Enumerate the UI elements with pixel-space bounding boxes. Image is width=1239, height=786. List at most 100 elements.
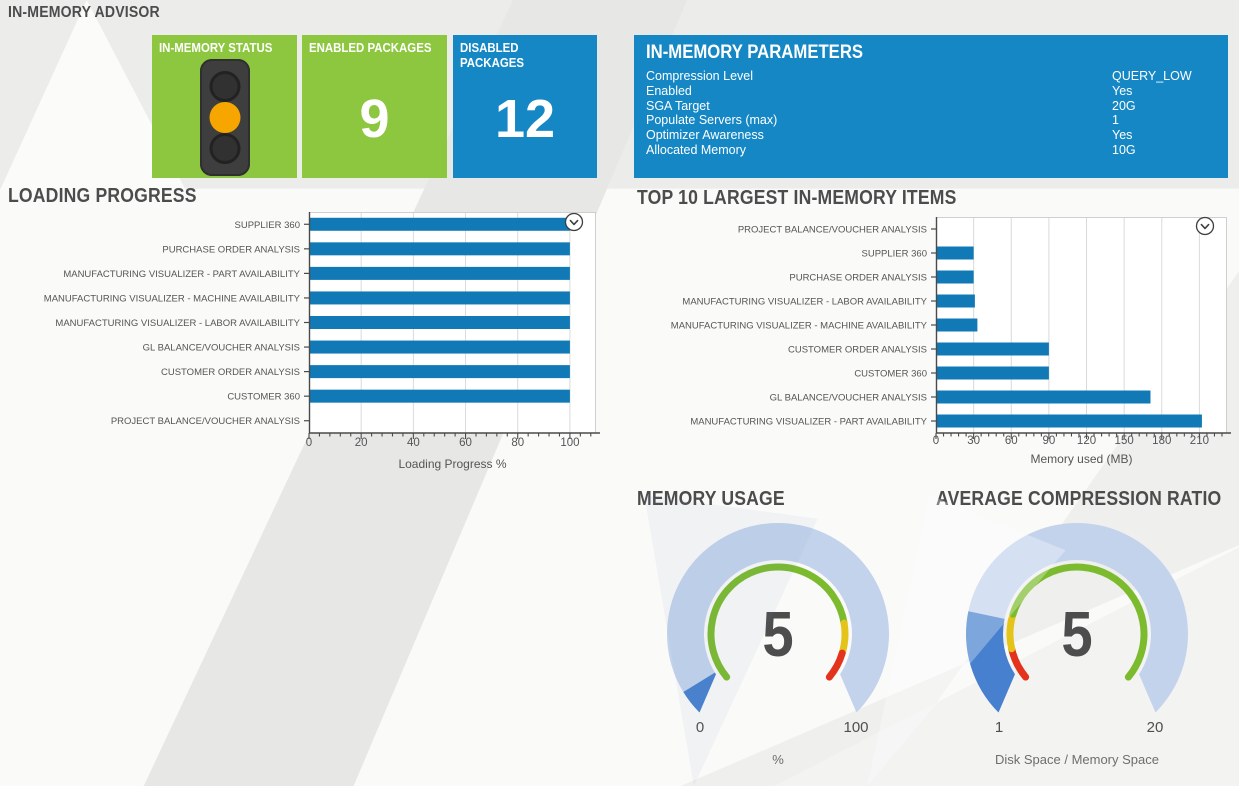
section-title-loading-progress: LOADING PROGRESS [8, 185, 222, 208]
traffic-light-amber-lamp-on [209, 102, 241, 133]
x-axis-ticks [308, 433, 592, 439]
parameter-value: 10G [1112, 142, 1136, 157]
category-label: MANUFACTURING VISUALIZER - PART AVAILABI… [690, 417, 927, 428]
gauge-svg: 5 1 20 Disk Space / Memory Space [966, 523, 1188, 767]
enabled-packages-count: 9 [359, 89, 390, 149]
section-title-top10: TOP 10 LARGEST IN-MEMORY ITEMS [637, 187, 1000, 210]
gauge-svg: 5 0 100% [667, 523, 889, 767]
gauge-max-label: 100 [843, 719, 868, 736]
card-title: DISABLED PACKAGES [460, 40, 593, 70]
in-memory-parameters-panel: IN-MEMORY PARAMETERS Compression Level QU… [634, 35, 1228, 178]
bar [310, 389, 570, 403]
parameter-row: Optimizer Awareness Yes [634, 128, 1228, 143]
parameter-label: Populate Servers (max) [646, 113, 778, 128]
parameter-row: Populate Servers (max) 1 [634, 113, 1228, 128]
x-tick-label: 90 [1042, 435, 1055, 447]
gauge-caption: % [772, 752, 784, 767]
card-title-text: DISABLED PACKAGES [460, 40, 524, 70]
card-disabled-packages: DISABLED PACKAGES 12 [453, 35, 597, 178]
bar [310, 340, 570, 354]
category-label: PURCHASE ORDER ANALYSIS [162, 244, 300, 255]
parameter-label: SGA Target [646, 98, 710, 113]
bar [937, 366, 1049, 380]
x-tick-label: 120 [1077, 435, 1096, 447]
disabled-packages-count: 12 [494, 89, 556, 149]
x-tick-label: 180 [1152, 435, 1171, 447]
parameters-list: Compression Level QUERY_LOW Enabled Yes SGA … [634, 69, 1228, 158]
x-tick-label: 150 [1115, 435, 1134, 447]
gauge-threshold-arc-yellow [838, 619, 849, 657]
card-title: IN-MEMORY STATUS [159, 40, 293, 55]
gauge-max-label: 20 [1147, 719, 1164, 736]
category-label: CUSTOMER 360 [854, 369, 927, 380]
parameter-value: 20G [1112, 98, 1136, 113]
category-label: SUPPLIER 360 [235, 220, 300, 231]
chevron-down-circle-icon[interactable] [1195, 216, 1215, 236]
bar [937, 294, 975, 308]
bar [310, 365, 570, 379]
category-label: CUSTOMER ORDER ANALYSIS [788, 345, 927, 356]
section-title-text: TOP 10 LARGEST IN-MEMORY ITEMS [637, 187, 957, 209]
card-enabled-packages: ENABLED PACKAGES 9 [302, 35, 447, 178]
category-label: MANUFACTURING VISUALIZER - MACHINE AVAIL… [671, 321, 928, 332]
x-tick-label: 60 [1005, 435, 1018, 447]
bar [310, 316, 570, 329]
x-tick-label: 210 [1190, 435, 1209, 447]
card-in-memory-status: IN-MEMORY STATUS [152, 35, 297, 178]
bar [310, 266, 570, 280]
x-tick-label: 60 [459, 437, 472, 449]
x-tick-label: 80 [511, 437, 524, 449]
panel-title: IN-MEMORY PARAMETERS [646, 42, 893, 64]
category-label: PROJECT BALANCE/VOUCHER ANALYSIS [738, 225, 927, 236]
parameter-label: Enabled [646, 83, 692, 98]
bar [937, 414, 1202, 428]
category-label: CUSTOMER ORDER ANALYSIS [161, 367, 300, 378]
parameter-row: Enabled Yes [634, 84, 1228, 99]
parameter-label: Optimizer Awareness [646, 128, 764, 143]
gauge-caption: Disk Space / Memory Space [995, 752, 1159, 767]
parameter-value: 1 [1112, 113, 1119, 128]
parameter-row: Allocated Memory 10G [634, 143, 1228, 158]
x-tick-label: 0 [933, 435, 939, 447]
category-label: MANUFACTURING VISUALIZER - LABOR AVAILAB… [682, 297, 927, 308]
category-label: GL BALANCE/VOUCHER ANALYSIS [143, 343, 300, 354]
traffic-light-icon [200, 59, 250, 176]
category-label: MANUFACTURING VISUALIZER - PART AVAILABI… [63, 269, 300, 280]
x-axis-title: Loading Progress % [398, 457, 506, 471]
x-tick-label: 20 [355, 437, 368, 449]
x-axis-title: Memory used (MB) [1030, 452, 1132, 466]
bar [310, 242, 570, 256]
gauge-min-label: 0 [696, 719, 704, 736]
memory-usage-gauge: 5 0 100% [637, 500, 927, 786]
traffic-light-bottom-lamp-off [209, 133, 241, 164]
top10-in-memory-items-bar-chart: PROJECT BALANCE/VOUCHER ANALYSIS SUPPLIER… [629, 206, 1239, 476]
category-label: CUSTOMER 360 [227, 392, 300, 403]
card-title: ENABLED PACKAGES [309, 40, 443, 55]
gauge-threshold-arc-yellow [1006, 610, 1017, 653]
section-title-text: LOADING PROGRESS [8, 185, 197, 207]
gauge-value: 5 [762, 598, 793, 670]
card-title-text: ENABLED PACKAGES [309, 40, 432, 55]
parameter-row: Compression Level QUERY_LOW [634, 69, 1228, 84]
panel-title-text: IN-MEMORY PARAMETERS [646, 42, 864, 63]
bar-chart-svg: PROJECT BALANCE/VOUCHER ANALYSIS SUPPLIER… [671, 216, 1231, 466]
bar [937, 318, 978, 332]
bar-chart-svg: SUPPLIER 360 PURCHASE ORDER ANALYSIS MANUF… [44, 212, 600, 471]
x-tick-label: 30 [967, 435, 980, 447]
parameter-value: Yes [1112, 83, 1133, 98]
category-label: PROJECT BALANCE/VOUCHER ANALYSIS [111, 416, 300, 427]
bar [310, 217, 570, 231]
x-tick-label: 100 [560, 437, 579, 449]
loading-progress-bar-chart: SUPPLIER 360 PURCHASE ORDER ANALYSIS MANUF… [0, 206, 622, 476]
page-title-text: IN-MEMORY ADVISOR [8, 4, 160, 21]
bar [937, 342, 1049, 356]
bar [937, 390, 1151, 404]
category-label: MANUFACTURING VISUALIZER - MACHINE AVAIL… [44, 293, 301, 304]
traffic-light-top-lamp-off [209, 71, 241, 102]
category-label: SUPPLIER 360 [862, 249, 927, 260]
bar [937, 270, 974, 284]
parameter-label: Allocated Memory [646, 142, 747, 157]
parameter-row: SGA Target 20G [634, 99, 1228, 114]
chevron-down-circle-icon[interactable] [564, 212, 584, 232]
